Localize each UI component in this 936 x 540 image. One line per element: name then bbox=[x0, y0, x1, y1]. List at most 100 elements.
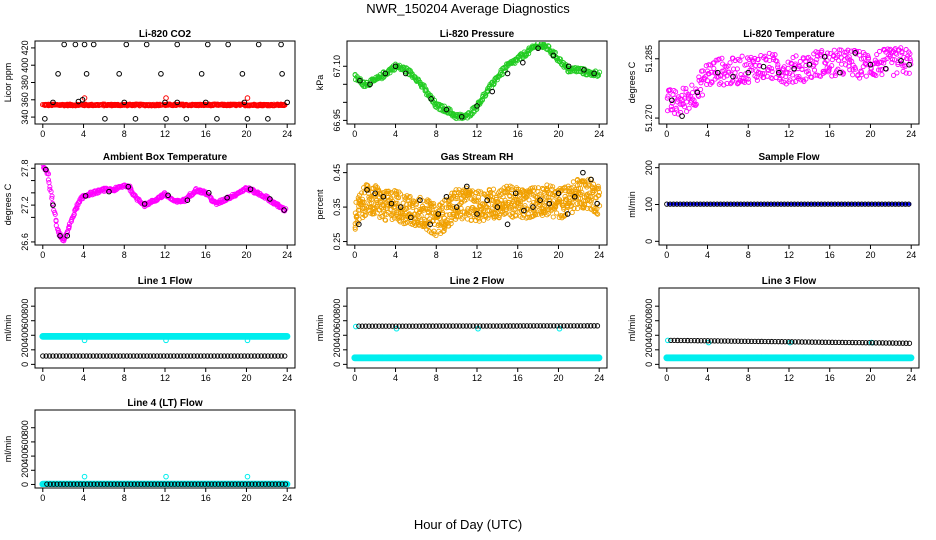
series-black-1-point bbox=[898, 57, 904, 64]
series-black-2-point bbox=[251, 353, 258, 359]
series-magenta-0-point bbox=[763, 57, 769, 63]
series-orange-0-point bbox=[496, 214, 502, 220]
series-orange-0-point bbox=[530, 187, 536, 193]
series-green-0-point bbox=[488, 85, 494, 91]
series-black-2-point bbox=[758, 338, 765, 345]
series-black-1-point bbox=[815, 201, 821, 207]
series-magenta-0-point bbox=[693, 101, 699, 107]
series-magenta-0-point bbox=[889, 56, 896, 62]
series-black-1-point bbox=[838, 201, 845, 207]
series-black-2-point bbox=[460, 323, 466, 329]
series-black-1-point bbox=[106, 188, 112, 195]
series-black-2-point bbox=[191, 353, 197, 359]
series-black-2-point bbox=[97, 353, 103, 359]
series-black-1-point bbox=[882, 65, 889, 72]
chart-title: Li-820 Pressure bbox=[440, 29, 515, 40]
y-tick-label: 600 bbox=[644, 313, 654, 328]
series-black-2-point bbox=[104, 481, 111, 487]
series-black-1-point bbox=[443, 106, 450, 113]
series-black-1-point bbox=[906, 201, 912, 207]
series-black-2-point bbox=[192, 481, 198, 487]
series-magenta-0-point bbox=[737, 58, 743, 64]
series-black-2-point bbox=[224, 353, 231, 359]
series-cyan-0-point bbox=[283, 332, 291, 340]
series-black-2-point bbox=[83, 353, 90, 359]
series-black-1-point bbox=[367, 81, 373, 88]
series-black-1-point bbox=[458, 113, 465, 120]
series-black-2-point bbox=[688, 337, 694, 344]
series-black-1-point bbox=[82, 193, 89, 199]
series-black-2-point bbox=[584, 323, 591, 329]
series-orange-0-point bbox=[374, 199, 380, 205]
x-tick-label: 24 bbox=[594, 373, 604, 383]
series-black-2-point bbox=[282, 353, 288, 359]
series-black-2-point bbox=[745, 338, 751, 344]
series-magenta-0-point bbox=[821, 68, 827, 74]
series-magenta-0-point bbox=[843, 62, 849, 68]
series-black-2-point bbox=[453, 323, 459, 329]
series-black-2-point bbox=[181, 353, 187, 359]
series-black-1-point bbox=[859, 201, 865, 207]
y-axis-label: percent bbox=[315, 189, 325, 220]
series-black-2-point bbox=[177, 353, 184, 359]
series-black-1-point bbox=[443, 193, 450, 200]
series-magenta-0-point bbox=[698, 87, 704, 93]
series-black-2-point bbox=[849, 339, 855, 346]
series-black-2-point bbox=[457, 323, 463, 329]
series-black-3-point bbox=[158, 71, 164, 77]
series-magenta-0-point bbox=[799, 66, 805, 72]
x-tick-label: 4 bbox=[705, 250, 710, 260]
series-black-2-point bbox=[282, 481, 289, 487]
series-magenta-0-point bbox=[903, 70, 909, 76]
series-black-2-point bbox=[158, 481, 164, 487]
series-green-0-point bbox=[558, 56, 564, 62]
series-black-2-point bbox=[204, 42, 211, 48]
x-tick-label: 8 bbox=[746, 129, 751, 139]
series-black-4-point bbox=[174, 99, 181, 106]
series-orange-0-point bbox=[453, 187, 459, 193]
series-orange-0-point bbox=[466, 188, 473, 194]
series-black-2-point bbox=[433, 323, 439, 329]
series-magenta-0-point bbox=[836, 47, 842, 53]
series-orange-0-point bbox=[523, 215, 529, 221]
series-black-2-point bbox=[440, 323, 446, 329]
series-magenta-0-point bbox=[785, 65, 791, 71]
series-black-2-point bbox=[214, 353, 221, 359]
series-black-1-point bbox=[372, 190, 378, 197]
series-black-1-point bbox=[837, 69, 843, 76]
x-tick-label: 8 bbox=[122, 250, 127, 260]
series-black-2-point bbox=[61, 42, 67, 48]
series-black-2-point bbox=[876, 340, 882, 346]
panel-1: Li-820 Pressure kPa 0 4 8 12 16 20 24 66.95 67.10 bbox=[315, 29, 608, 139]
series-black-1-point bbox=[64, 232, 71, 239]
series-black-1-point bbox=[141, 201, 148, 207]
series-magenta-0-point bbox=[831, 47, 837, 53]
series-magenta-0-point bbox=[699, 92, 706, 98]
series-magenta-0-point bbox=[875, 67, 882, 73]
series-black-2-point bbox=[487, 323, 493, 329]
series-green-0-point bbox=[479, 97, 486, 103]
series-black-3-point bbox=[239, 71, 246, 77]
series-magenta-0-point bbox=[893, 50, 899, 56]
series-orange-0-point bbox=[475, 188, 481, 194]
series-black-3-point bbox=[198, 71, 205, 77]
y-tick-label: 400 bbox=[20, 328, 30, 343]
series-orange-0-point bbox=[352, 224, 358, 230]
series-black-2-point bbox=[765, 338, 771, 345]
series-black-1-point bbox=[812, 201, 818, 207]
series-black-2-point bbox=[802, 339, 808, 345]
series-black-1-point bbox=[512, 190, 519, 197]
series-black-2-point bbox=[906, 340, 913, 346]
y-tick-label: 66.95 bbox=[332, 109, 342, 132]
series-black-2-point bbox=[94, 481, 100, 487]
series-black-1-point bbox=[704, 201, 710, 207]
x-tick-label: 12 bbox=[160, 129, 170, 139]
series-black-2-point bbox=[120, 353, 127, 359]
series-black-1-point bbox=[687, 201, 693, 207]
series-orange-0-point bbox=[463, 197, 469, 203]
series-black-1-point bbox=[691, 201, 697, 207]
x-tick-label: 16 bbox=[201, 493, 211, 503]
series-black-2-point bbox=[846, 339, 852, 346]
series-black-2-point bbox=[480, 323, 486, 329]
series-black-2-point bbox=[195, 481, 201, 487]
